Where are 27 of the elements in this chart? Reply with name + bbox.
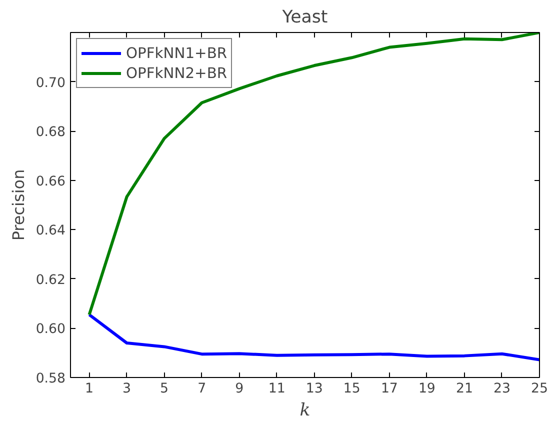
x-tick-label: 25 (531, 382, 548, 396)
x-tick-label: 15 (343, 382, 360, 396)
line-series (88, 313, 540, 362)
x-tick-label: 23 (494, 382, 510, 396)
x-tick-label: 19 (418, 382, 436, 396)
line-series (88, 32, 540, 316)
chart-title: Yeast (281, 8, 328, 28)
y-tick-label: 0.68 (36, 125, 66, 140)
x-tick-label: 7 (198, 382, 206, 396)
x-tick-label: 21 (456, 382, 473, 396)
x-axis-title: k (300, 400, 310, 420)
y-tick-label: 0.60 (36, 322, 66, 338)
x-tick-label: 1 (85, 382, 94, 396)
y-tick-label: 0.66 (36, 174, 66, 190)
legend-label: OPFkNN2+BR (126, 64, 228, 82)
x-tick-label: 5 (160, 382, 169, 396)
x-tick-label: 9 (235, 382, 244, 396)
y-tick-label: 0.62 (36, 272, 66, 288)
legend-label: OPFkNN1+BR (126, 44, 228, 62)
y-axis-title: Precision (8, 169, 28, 241)
x-tick-label: 11 (268, 382, 286, 396)
x-tick-label: 3 (122, 382, 132, 396)
y-tick-label: 0.64 (36, 224, 66, 239)
x-tick-label: 13 (306, 382, 323, 396)
y-tick-label: 0.70 (36, 76, 66, 91)
x-tick-label: 17 (380, 382, 398, 396)
y-tick-label: 0.58 (36, 372, 66, 386)
